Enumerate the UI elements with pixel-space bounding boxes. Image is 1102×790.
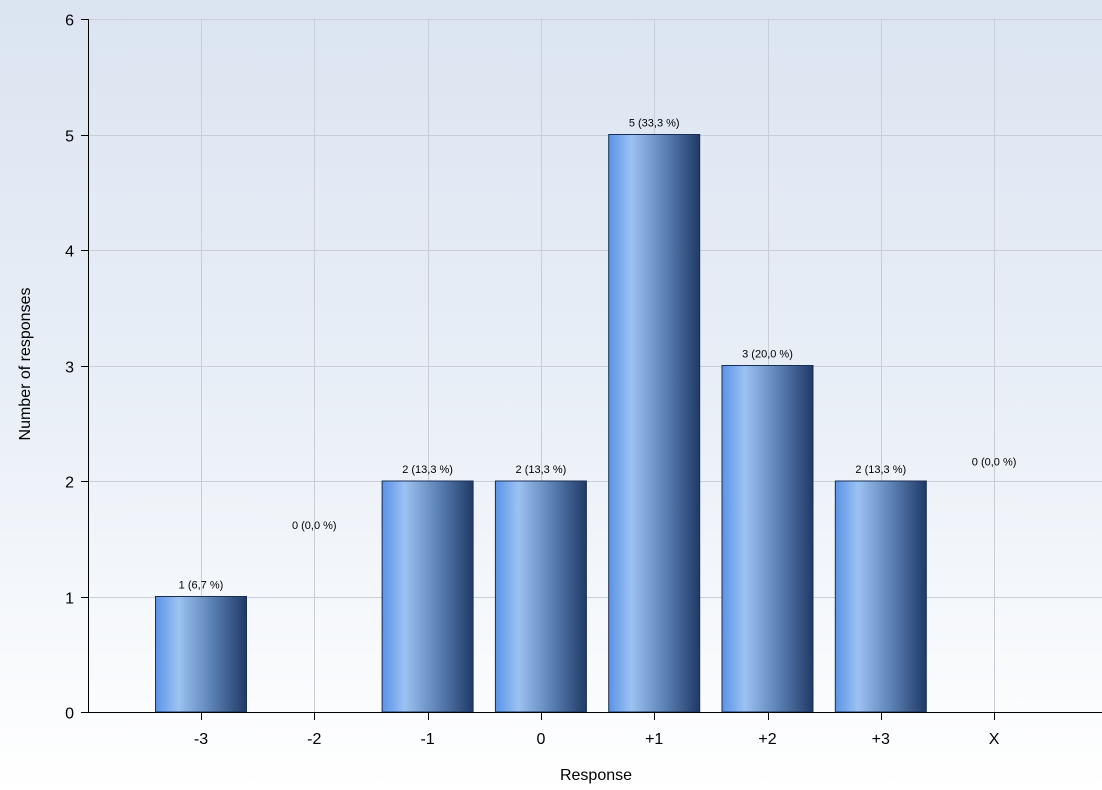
bars xyxy=(155,134,927,713)
bar--1 xyxy=(381,480,474,713)
x-tick-label: +1 xyxy=(645,731,663,748)
bar-+2 xyxy=(721,365,814,713)
data-label: 1 (6,7 %) xyxy=(179,580,224,592)
y-tick-label: 6 xyxy=(65,13,74,30)
x-tick-label: 0 xyxy=(536,731,545,748)
y-tick-label: 3 xyxy=(65,360,74,377)
x-tick-label: -2 xyxy=(307,731,321,748)
x-tick-label: -3 xyxy=(194,731,208,748)
x-tick-label: -1 xyxy=(420,731,434,748)
data-label: 2 (13,3 %) xyxy=(402,464,453,476)
data-label: 3 (20,0 %) xyxy=(742,349,793,361)
y-tick-label: 0 xyxy=(65,706,74,723)
data-label: 2 (13,3 %) xyxy=(516,464,567,476)
axes: 0 1 2 3 4 5 6 -3 -2 -1 0 +1 +2 +3 X xyxy=(65,13,1102,748)
bar-+1 xyxy=(608,134,701,713)
y-tick-label: 4 xyxy=(65,244,74,261)
x-tick-label: +2 xyxy=(758,731,776,748)
x-tick-label: +3 xyxy=(872,731,890,748)
bar--3 xyxy=(155,596,247,713)
data-labels: 1 (6,7 %) 0 (0,0 %) 2 (13,3 %) 2 (13,3 %) 5 … xyxy=(179,118,1017,592)
data-label: 5 (33,3 %) xyxy=(629,118,680,130)
bar-0 xyxy=(494,480,587,713)
y-tick-label: 5 xyxy=(65,129,74,146)
y-axis-title: Number of responses xyxy=(17,288,34,441)
data-label: 0 (0,0 %) xyxy=(292,520,337,532)
y-tick-label: 1 xyxy=(65,591,74,608)
bar-+3 xyxy=(834,480,927,713)
data-label: 2 (13,3 %) xyxy=(855,464,906,476)
data-label: 0 (0,0 %) xyxy=(972,456,1017,468)
y-tick-label: 2 xyxy=(65,475,74,492)
x-tick-label: X xyxy=(989,731,1000,748)
x-axis-title: Response xyxy=(560,767,632,784)
